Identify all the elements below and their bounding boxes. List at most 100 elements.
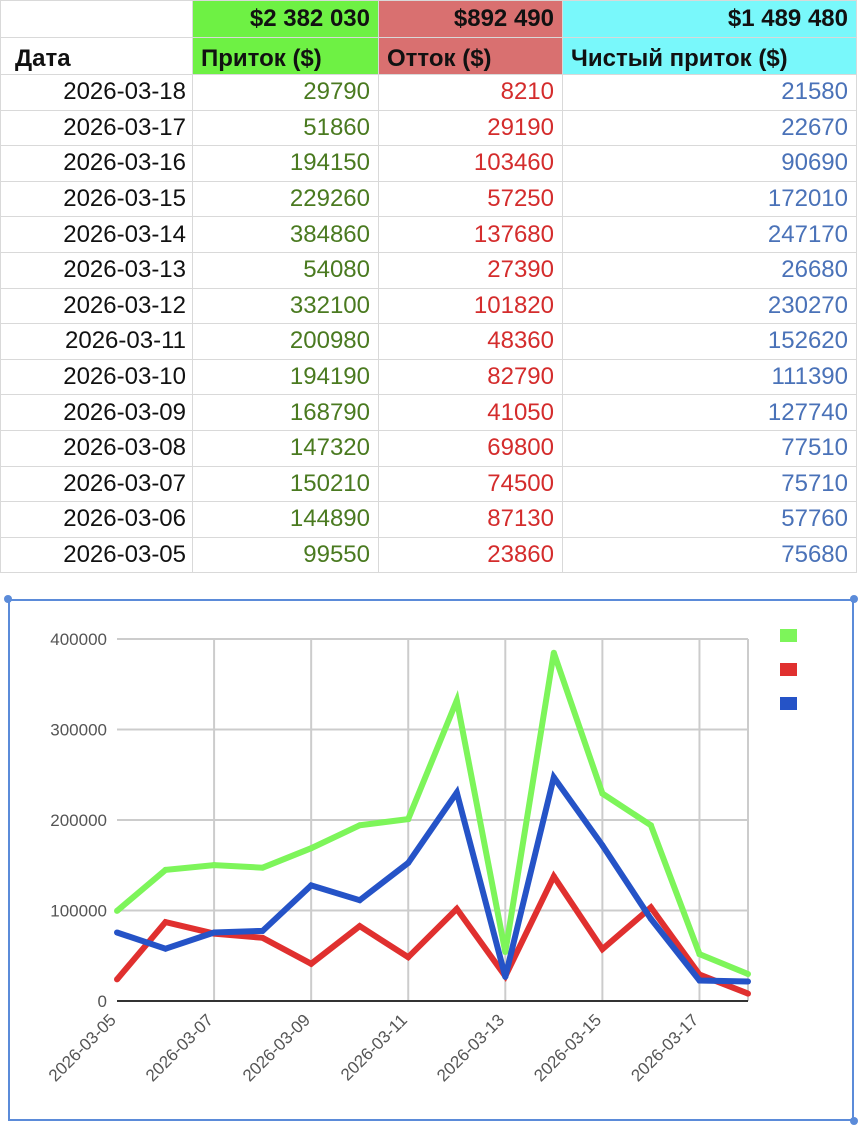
data-point (356, 923, 363, 930)
data-point (550, 873, 557, 880)
chart-resize-handle[interactable] (850, 1117, 858, 1125)
inflow-cell[interactable]: 54080 (192, 251, 379, 289)
outflow-cell[interactable]: 29190 (378, 109, 563, 147)
y-tick-label: 100000 (50, 902, 107, 921)
inflow-cell[interactable]: 168790 (192, 394, 379, 431)
date-cell[interactable]: 2026-03-18 (0, 74, 193, 111)
date-cell[interactable]: 2026-03-10 (0, 358, 193, 396)
inflow-cell[interactable]: 51860 (192, 109, 379, 147)
table-row: 2026-03-14 384860 137680 247170 (0, 216, 857, 253)
date-cell[interactable]: 2026-03-05 (0, 536, 193, 574)
data-point (647, 822, 654, 829)
date-cell[interactable]: 2026-03-07 (0, 465, 193, 503)
date-cell[interactable]: 2026-03-08 (0, 429, 193, 467)
date-cell[interactable]: 2026-03-15 (0, 180, 193, 218)
inflow-cell[interactable]: 200980 (192, 323, 379, 360)
net-cell[interactable]: 127740 (562, 394, 857, 431)
net-cell[interactable]: 75710 (562, 465, 857, 503)
outflow-header-cell[interactable]: Отток ($) (378, 37, 563, 75)
data-point (114, 929, 120, 936)
net-cell[interactable]: 75680 (562, 536, 857, 574)
date-header-cell[interactable]: Дата (0, 37, 193, 75)
net-cell[interactable]: 152620 (562, 323, 857, 360)
outflow-cell[interactable]: 74500 (378, 465, 563, 503)
data-point (211, 862, 218, 869)
date-cell[interactable]: 2026-03-17 (0, 109, 193, 147)
date-cell[interactable]: 2026-03-06 (0, 501, 193, 538)
outflow-cell[interactable]: 137680 (378, 216, 563, 253)
inflow-cell[interactable]: 229260 (192, 180, 379, 218)
date-cell[interactable]: 2026-03-14 (0, 216, 193, 253)
outflow-total-cell[interactable]: $892 490 (378, 0, 563, 38)
inflow-cell[interactable]: 99550 (192, 536, 379, 574)
inflow-cell[interactable]: 144890 (192, 501, 379, 538)
legend-swatch-1 (780, 629, 797, 642)
data-point (405, 859, 412, 866)
empty-cell[interactable] (0, 0, 193, 38)
x-tick-label: 2026-03-15 (530, 1010, 605, 1085)
table-row: 2026-03-16 194150 103460 90690 (0, 145, 857, 182)
outflow-cell[interactable]: 103460 (378, 145, 563, 182)
outflow-cell[interactable]: 87130 (378, 501, 563, 538)
x-tick-label: 2026-03-09 (239, 1010, 314, 1085)
net-cell[interactable]: 21580 (562, 74, 857, 111)
table-row: 2026-03-18 29790 8210 21580 (0, 74, 857, 111)
inflow-cell[interactable]: 384860 (192, 216, 379, 253)
net-cell[interactable]: 90690 (562, 145, 857, 182)
inflow-cell[interactable]: 147320 (192, 429, 379, 467)
net-cell[interactable]: 77510 (562, 429, 857, 467)
data-point (647, 904, 654, 911)
outflow-cell[interactable]: 23860 (378, 536, 563, 574)
net-cell[interactable]: 172010 (562, 180, 857, 218)
table-row: 2026-03-06 144890 87130 57760 (0, 501, 857, 538)
data-point (745, 990, 751, 997)
chart-resize-handle[interactable] (4, 595, 12, 603)
outflow-cell[interactable]: 48360 (378, 323, 563, 360)
y-tick-label: 400000 (50, 630, 107, 649)
data-point (356, 822, 363, 829)
data-point (114, 976, 120, 983)
net-cell[interactable]: 26680 (562, 251, 857, 289)
data-point (162, 945, 169, 952)
x-tick-label: 2026-03-07 (142, 1010, 217, 1085)
outflow-cell[interactable]: 82790 (378, 358, 563, 396)
outflow-cell[interactable]: 41050 (378, 394, 563, 431)
line-chart[interactable]: 0 100000 200000 300000 400000 2026-03-05 2026-… (8, 599, 854, 1121)
inflow-cell[interactable]: 150210 (192, 465, 379, 503)
inflow-cell[interactable]: 194150 (192, 145, 379, 182)
inflow-cell[interactable]: 332100 (192, 287, 379, 325)
outflow-cell[interactable]: 57250 (378, 180, 563, 218)
net-total-cell[interactable]: $1 489 480 (562, 0, 857, 38)
data-point (308, 960, 315, 967)
date-cell[interactable]: 2026-03-12 (0, 287, 193, 325)
inflow-header-cell[interactable]: Приток ($) (192, 37, 379, 75)
net-cell[interactable]: 230270 (562, 287, 857, 325)
outflow-cell[interactable]: 69800 (378, 429, 563, 467)
data-rows: 2026-03-18 29790 8210 21580 2026-03-17 51860 2… (0, 74, 857, 574)
table-row: 2026-03-10 194190 82790 111390 (0, 358, 857, 396)
data-point (550, 649, 557, 656)
chart-resize-handle[interactable] (850, 595, 858, 603)
inflow-total-cell[interactable]: $2 382 030 (192, 0, 379, 38)
data-point (453, 905, 460, 912)
net-cell[interactable]: 57760 (562, 501, 857, 538)
inflow-cell[interactable]: 29790 (192, 74, 379, 111)
net-cell[interactable]: 22670 (562, 109, 857, 147)
series-line-1 (115, 651, 750, 977)
table-row: 2026-03-08 147320 69800 77510 (0, 429, 857, 467)
inflow-cell[interactable]: 194190 (192, 358, 379, 396)
outflow-cell[interactable]: 101820 (378, 287, 563, 325)
outflow-cell[interactable]: 27390 (378, 251, 563, 289)
table-row: 2026-03-13 54080 27390 26680 (0, 251, 857, 289)
data-point (696, 977, 703, 984)
date-cell[interactable]: 2026-03-16 (0, 145, 193, 182)
data-point (259, 864, 266, 871)
net-cell[interactable]: 247170 (562, 216, 857, 253)
net-header-cell[interactable]: Чистый приток ($) (562, 37, 857, 75)
net-cell[interactable]: 111390 (562, 358, 857, 396)
date-cell[interactable]: 2026-03-09 (0, 394, 193, 431)
data-point (502, 973, 509, 980)
date-cell[interactable]: 2026-03-13 (0, 251, 193, 289)
date-cell[interactable]: 2026-03-11 (0, 323, 193, 360)
outflow-cell[interactable]: 8210 (378, 74, 563, 111)
